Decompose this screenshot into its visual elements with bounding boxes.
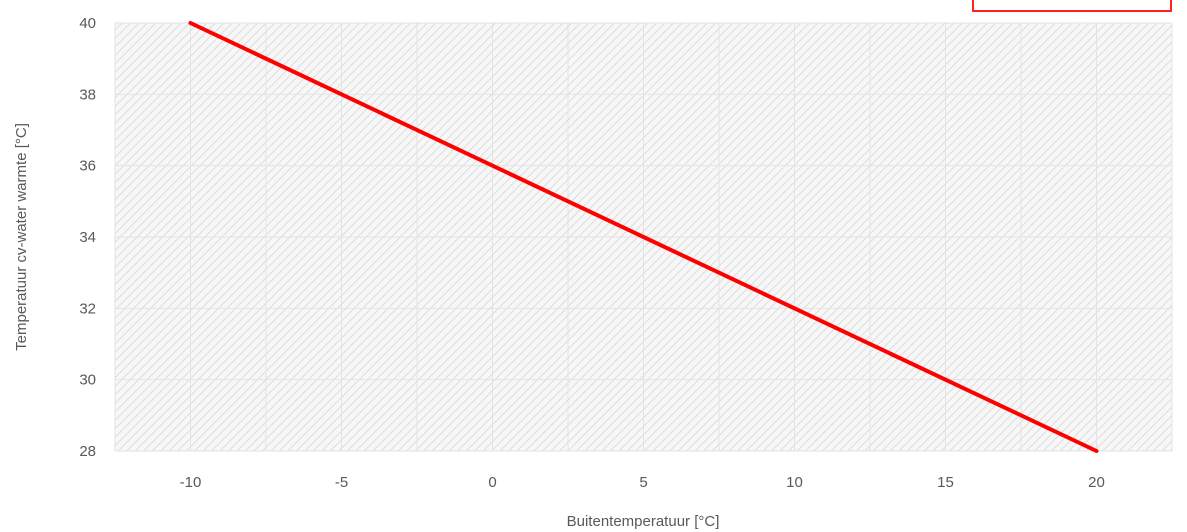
- y-tick-label: 36: [79, 158, 96, 175]
- x-tick-label: -10: [180, 474, 202, 491]
- x-tick-label: 0: [488, 474, 496, 491]
- y-tick-labels: 28 30 32 34 36 38 40: [79, 15, 96, 460]
- legend-swatch: [972, 0, 1172, 12]
- y-tick-label: 34: [79, 229, 96, 246]
- horizontal-gridlines: [115, 22, 1172, 452]
- x-tick-labels: -10 -5 0 5 10 15 20: [180, 474, 1105, 491]
- y-tick-label: 40: [79, 15, 96, 32]
- y-axis-title: Temperatuur cv-water warmte [°C]: [13, 123, 30, 351]
- x-tick-label: 20: [1088, 474, 1105, 491]
- x-tick-label: 10: [786, 474, 803, 491]
- y-tick-label: 28: [79, 443, 96, 460]
- x-tick-label: 5: [639, 474, 647, 491]
- y-tick-label: 38: [79, 86, 96, 103]
- y-tick-label: 32: [79, 300, 96, 317]
- series-line: [188, 21, 1099, 453]
- y-tick-label: 30: [79, 372, 96, 389]
- series-group: [188, 21, 1099, 453]
- x-tick-label: -5: [335, 474, 348, 491]
- x-tick-label: 15: [937, 474, 954, 491]
- x-axis-title: Buitentemperatuur [°C]: [567, 513, 720, 530]
